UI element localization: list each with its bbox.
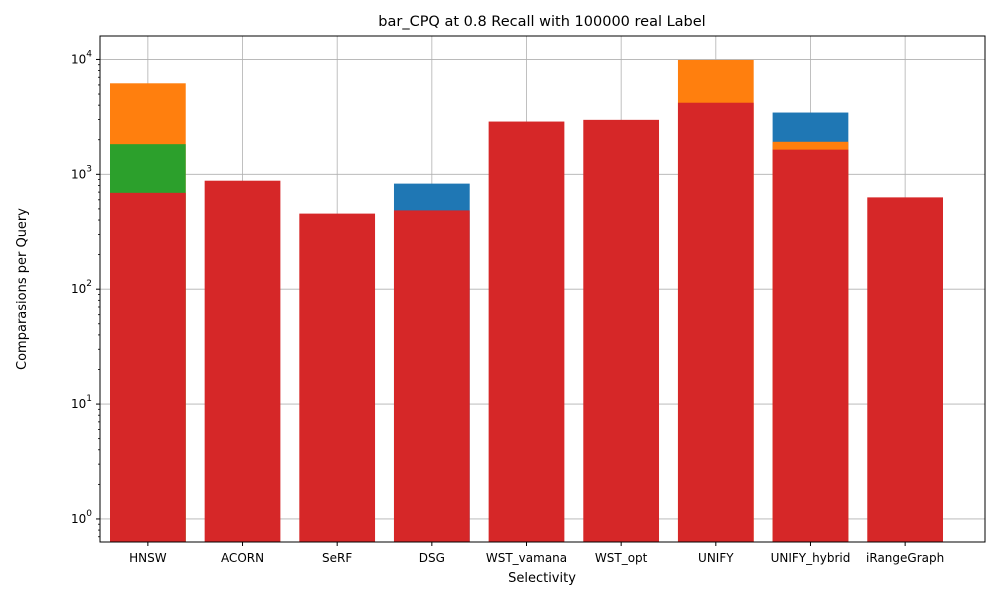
x-tick-label: SeRF (322, 551, 352, 565)
y-tick-exponent: 4 (86, 49, 92, 59)
y-tick-base: 10 (71, 512, 86, 526)
y-tick-base: 10 (71, 52, 86, 66)
bar (772, 149, 849, 542)
y-tick-base: 10 (71, 397, 86, 411)
bar (488, 121, 565, 543)
y-tick-exponent: 2 (86, 279, 92, 289)
x-tick-label: WST_vamana (486, 551, 567, 565)
bars (110, 59, 943, 543)
x-tick-label: UNIFY_hybrid (771, 551, 851, 565)
x-tick-label: UNIFY (698, 551, 734, 565)
y-tick-label: 104 (71, 49, 92, 66)
x-axis-label: Selectivity (508, 571, 576, 586)
bar (393, 210, 470, 543)
x-tick-label: WST_opt (595, 551, 648, 565)
y-axis-label: Comparasions per Query (15, 208, 30, 370)
bar (867, 197, 943, 543)
bar (583, 119, 660, 543)
x-tick-label: DSG (419, 551, 445, 565)
y-tick-exponent: 1 (86, 394, 92, 404)
y-tick-label: 103 (71, 164, 92, 181)
bar (110, 192, 186, 542)
x-tick-label: ACORN (221, 551, 264, 565)
bar (299, 213, 376, 542)
y-tick-label: 102 (71, 279, 92, 296)
y-tick-base: 10 (71, 167, 86, 181)
x-tick-label: HNSW (129, 551, 167, 565)
bar (677, 102, 754, 542)
y-tick-exponent: 3 (86, 164, 92, 174)
y-tick-label: 100 (71, 509, 92, 526)
y-tick-exponent: 0 (86, 509, 92, 519)
chart-title: bar_CPQ at 0.8 Recall with 100000 real L… (378, 14, 705, 30)
bar (204, 180, 281, 542)
y-tick-label: 101 (71, 394, 92, 411)
y-tick-base: 10 (71, 282, 86, 296)
x-axis-ticks: HNSW ACORN SeRF DSG WST_vamana WST_opt UNIFY UN… (129, 542, 944, 565)
x-tick-label: iRangeGraph (866, 551, 944, 565)
